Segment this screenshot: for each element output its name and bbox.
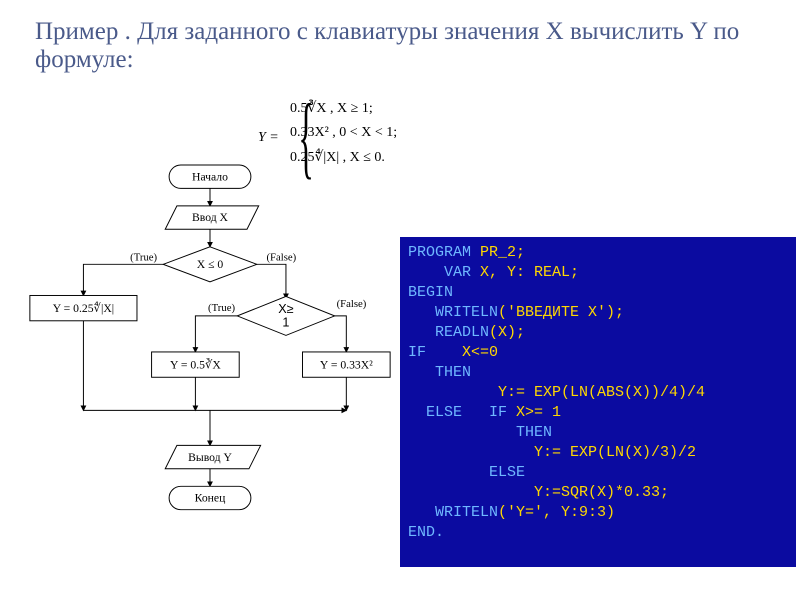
svg-text:X ≤ 0: X ≤ 0 <box>197 258 224 271</box>
edge-label: (False) <box>266 251 296 263</box>
svg-text:Конец: Конец <box>195 492 226 505</box>
code-block: PROGRAM PR_2; VAR X, Y: REAL; BEGIN WRIT… <box>400 237 796 567</box>
node-output: Вывод Y <box>165 445 260 468</box>
node-end: Конец <box>169 486 251 509</box>
edge-label: (False) <box>337 298 367 310</box>
svg-text:Ввод X: Ввод X <box>192 211 229 224</box>
svg-text:X≥: X≥ <box>278 302 293 316</box>
edge-label: (True) <box>208 302 235 314</box>
svg-text:Вывод Y: Вывод Y <box>188 451 232 464</box>
node-input: Ввод X <box>165 206 258 229</box>
node-process-3: Y = 0.33X² <box>303 352 391 377</box>
svg-text:Y = 0.25∜|X|: Y = 0.25∜|X| <box>53 301 114 315</box>
edge-label: (True) <box>130 251 157 263</box>
node-process-2: Y = 0.5∛X <box>152 352 240 377</box>
svg-text:1: 1 <box>282 316 289 330</box>
page-title: Пример . Для заданного с клавиатуры знач… <box>35 18 755 74</box>
svg-text:Y = 0.33X²: Y = 0.33X² <box>320 358 373 371</box>
node-start: Начало <box>169 165 251 188</box>
node-process-1: Y = 0.25∜|X| <box>30 295 137 320</box>
svg-text:Начало: Начало <box>192 170 228 183</box>
node-decision-1: X ≤ 0 <box>163 247 256 282</box>
node-decision-2: X≥ 1 <box>237 296 334 335</box>
flowchart: Начало Ввод X X ≤ 0 Y = 0.25∜|X| X≥ 1 Y … <box>25 130 395 570</box>
svg-text:Y = 0.5∛X: Y = 0.5∛X <box>170 357 221 371</box>
